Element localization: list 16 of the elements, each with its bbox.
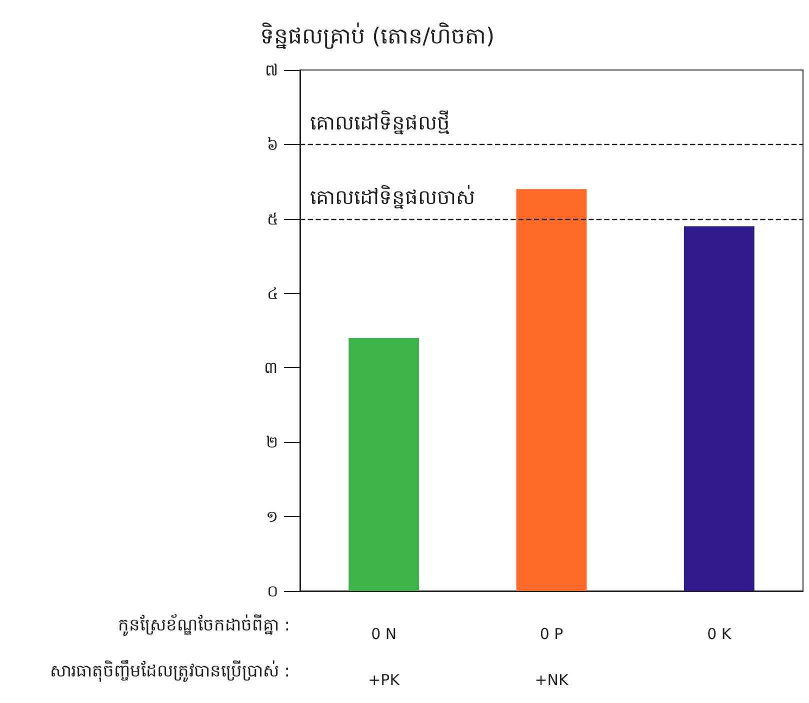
y-axis-title: ទិន្នផលគ្រាប់ (តោន/ហិចតា) (260, 22, 495, 50)
ref-line-label: គោលដៅទិន្នផលចាស់ (310, 184, 475, 209)
y-tick-label: ៤ (267, 284, 278, 303)
text: សារធាតុចិញ្ចឹមដែលត្រូវបានប្រើប្រាស់ : (50, 660, 290, 682)
y-tick-label: ១ (266, 507, 278, 526)
y-tick-label: ៣ (264, 358, 278, 378)
text: កូនស្រែខ័ណ្ឌចែកដាច់ពីគ្នា : (118, 614, 290, 636)
y-tick-label: ៦ (267, 134, 278, 154)
category-label: 0 N +PK (368, 625, 400, 689)
y-tick-label: ២ (266, 432, 278, 452)
ref-line-label: គោលដៅទិន្នផលថ្មី (310, 109, 450, 134)
x-tick-label: 0 K (707, 625, 732, 643)
y-tick-label: ០ (267, 582, 278, 600)
y-tick-label: ៧ (265, 60, 278, 80)
category-label: 0 P +NK (534, 625, 568, 689)
y-tick-label: ៥ (267, 209, 278, 228)
